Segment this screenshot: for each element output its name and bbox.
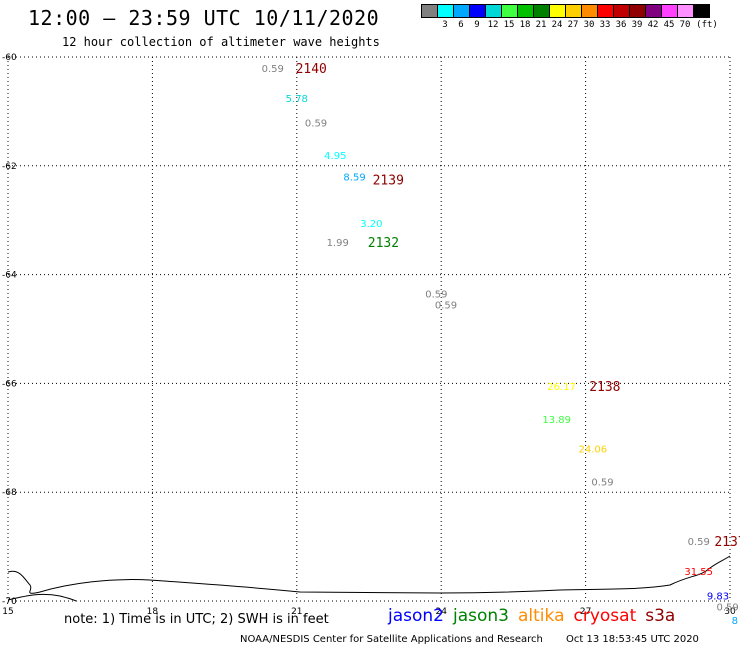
wave-height-point: 8 bbox=[732, 616, 738, 627]
color-scale-label: 3 bbox=[442, 20, 448, 30]
color-scale-label: 24 bbox=[551, 20, 563, 30]
y-tick-label: -70 bbox=[2, 597, 17, 607]
color-scale-label: 45 bbox=[663, 20, 675, 30]
satellite-legend-item: s3a bbox=[645, 606, 676, 626]
x-tick-label: 15 bbox=[2, 607, 13, 617]
chart-subtitle: 12 hour collection of altimeter wave hei… bbox=[62, 35, 380, 49]
y-tick-label: -60 bbox=[2, 53, 17, 63]
color-scale-label: 70 bbox=[679, 20, 691, 30]
satellite-legend-item: altika bbox=[518, 606, 565, 626]
chart-title: 12:00 – 23:59 UTC 10/11/2020 bbox=[28, 6, 380, 30]
y-tick-label: -68 bbox=[2, 488, 17, 498]
wave-height-point: 0.59 bbox=[716, 602, 738, 613]
y-tick-label: -64 bbox=[2, 271, 17, 281]
color-scale-label: 9 bbox=[474, 20, 480, 30]
wave-height-point: 5.78 bbox=[286, 94, 308, 105]
wave-height-point: 0.59 bbox=[435, 301, 457, 312]
wave-height-point: 0.59 bbox=[425, 290, 447, 301]
pass-number-label: 2140 bbox=[296, 62, 327, 77]
x-tick-label: 30 bbox=[724, 607, 736, 617]
x-tick-label: 27 bbox=[580, 607, 591, 617]
color-scale-labels: 3 6 9 12 15 18 21 24 27 30 33 36 39 42 45 70 (ft) bbox=[421, 18, 740, 32]
color-swatches bbox=[421, 4, 740, 18]
footer-note: note: 1) Time is in UTC; 2) SWH is in fe… bbox=[64, 612, 329, 627]
pass-number-label: 2138 bbox=[589, 380, 620, 395]
color-scale-label: 36 bbox=[615, 20, 627, 30]
wave-height-point: 1.99 bbox=[327, 238, 349, 249]
wave-height-point: 3.20 bbox=[360, 219, 382, 230]
pass-number-label: 2139 bbox=[373, 173, 404, 188]
satellite-legend-item: jason2 bbox=[388, 606, 444, 626]
wave-height-point: 8.59 bbox=[343, 173, 365, 184]
generation-timestamp: Oct 13 18:53:45 UTC 2020 bbox=[566, 634, 699, 645]
color-scale-unit: (ft) bbox=[696, 20, 718, 30]
color-scale-label: 21 bbox=[535, 20, 547, 30]
satellite-legend: jason2 jason3 altika cryosat s3a bbox=[388, 606, 684, 626]
wave-height-point: 0.59 bbox=[688, 537, 710, 548]
wave-height-point: 0.59 bbox=[262, 64, 284, 75]
color-scale-label: 27 bbox=[567, 20, 579, 30]
pass-number-label: 2132 bbox=[368, 236, 399, 251]
wave-height-point: 31.55 bbox=[684, 567, 713, 578]
pass-number-label: 2137 bbox=[714, 535, 740, 550]
coastline bbox=[7, 555, 731, 594]
satellite-legend-item: cryosat bbox=[573, 606, 637, 626]
wave-height-point: 9.83 bbox=[707, 592, 729, 603]
x-tick-label: 18 bbox=[147, 607, 159, 617]
y-tick-label: -62 bbox=[2, 162, 17, 172]
credit-line: NOAA/NESDIS Center for Satellite Applica… bbox=[240, 634, 543, 645]
color-scale-label: 39 bbox=[631, 20, 643, 30]
wave-height-point: 13.89 bbox=[542, 415, 571, 426]
x-tick-label: 24 bbox=[435, 607, 447, 617]
coastline-islet bbox=[7, 593, 77, 602]
color-scale-label: 18 bbox=[519, 20, 531, 30]
color-scale-label: 15 bbox=[503, 20, 515, 30]
satellite-legend-item: jason3 bbox=[453, 606, 509, 626]
wave-height-point: 4.95 bbox=[324, 151, 346, 162]
color-scale-label: 33 bbox=[599, 20, 611, 30]
wave-height-point: 0.59 bbox=[305, 118, 327, 129]
color-scale-legend: 3 6 9 12 15 18 21 24 27 30 33 36 39 42 45 70 (ft) bbox=[421, 4, 740, 32]
color-scale-label: 42 bbox=[647, 20, 659, 30]
wave-height-point: 24.06 bbox=[578, 445, 607, 456]
wave-height-point: 0.59 bbox=[591, 477, 613, 488]
color-scale-label: 12 bbox=[487, 20, 499, 30]
color-scale-label: 30 bbox=[583, 20, 595, 30]
color-swatch bbox=[693, 4, 710, 18]
x-tick-label: 21 bbox=[291, 607, 302, 617]
color-scale-label: 6 bbox=[458, 20, 464, 30]
y-tick-label: -66 bbox=[2, 379, 17, 389]
wave-height-point: 26.17 bbox=[547, 382, 576, 393]
